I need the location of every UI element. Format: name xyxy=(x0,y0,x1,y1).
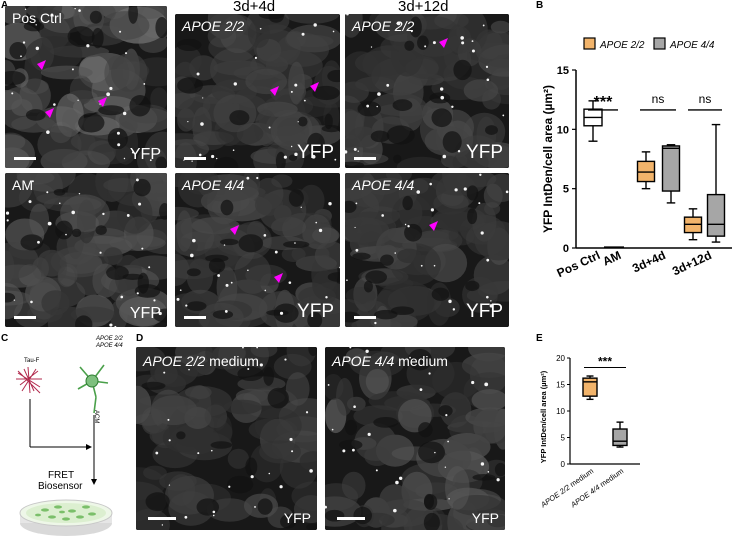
y-tick-label: 15 xyxy=(556,381,565,390)
box-plot xyxy=(706,123,726,243)
channel-label: YFP xyxy=(129,146,161,163)
apoe-label-44: APOE 4/4 xyxy=(96,343,123,349)
sig-label: *** xyxy=(598,355,612,369)
box-plot xyxy=(636,151,656,190)
medium-label: APOE 4/4 medium xyxy=(332,353,448,369)
y-tick-label: 5 xyxy=(561,434,566,443)
y-axis-label: YFP IntDen/cell area (µm²) xyxy=(541,85,555,233)
micrograph-label: APOE 4/4 xyxy=(352,177,415,193)
y-tick-label: 10 xyxy=(557,124,569,136)
scale-bar xyxy=(184,316,206,319)
magenta-arrow-icon xyxy=(270,86,279,96)
arrow-head-down xyxy=(91,479,97,485)
tau-label: Tau-F xyxy=(24,358,40,364)
flow-arrows xyxy=(29,399,95,479)
box-plot xyxy=(582,375,598,401)
magenta-arrow-icon xyxy=(274,273,283,283)
x-tick-label: AM xyxy=(600,248,623,269)
x-tick-label: 3d+4d xyxy=(630,248,668,275)
magenta-arrow-icon xyxy=(429,221,438,231)
channel-label: YFP xyxy=(297,142,334,163)
acm-label: ACM xyxy=(93,410,99,424)
micrograph-label: APOE 2/2 xyxy=(352,18,415,34)
micrograph-tile: APOE 4/4 YFP xyxy=(345,173,509,327)
legend-label: APOE 4/4 xyxy=(669,40,715,51)
magenta-arrow-icon xyxy=(310,82,319,92)
y-tick-label: 20 xyxy=(556,354,565,363)
scale-bar xyxy=(354,316,376,319)
x-tick-label: APOE 4/4 medium xyxy=(568,466,625,510)
x-tick-label: 3d+12d xyxy=(670,248,714,278)
box-plot xyxy=(661,144,681,204)
scale-bar xyxy=(337,517,365,520)
panel-letter-e: E xyxy=(536,333,543,344)
scale-bar xyxy=(184,157,206,160)
magenta-arrow-icon xyxy=(45,108,54,118)
scale-bar xyxy=(14,157,36,160)
micrograph-tile: APOE 2/2 YFP xyxy=(345,14,509,168)
channel-label: YFP xyxy=(466,301,503,322)
panel-letter-b: B xyxy=(536,0,544,11)
legend-swatch xyxy=(653,37,666,50)
y-tick-label: 10 xyxy=(556,407,565,416)
micrograph-tile: Pos Ctrl YFP xyxy=(5,6,167,168)
box-plot xyxy=(612,421,628,448)
schematic-c xyxy=(16,364,113,536)
column-title-3d4d: 3d+4d xyxy=(233,0,276,15)
petri-dish-icon xyxy=(19,499,113,536)
neuron-icon xyxy=(77,364,109,414)
micrograph-tile: APOE 2/2 YFP xyxy=(175,14,340,168)
channel-label: YFP xyxy=(471,510,499,526)
column-title-3d12d: 3d+12d xyxy=(398,0,449,15)
y-tick-label: 0 xyxy=(561,460,566,469)
apoe-label-22: APOE 2/2 xyxy=(96,336,123,342)
micrograph-tile: APOE 4/4 YFP xyxy=(175,173,340,327)
tau-fibril-icon xyxy=(16,366,42,394)
micrograph-label: Pos Ctrl xyxy=(12,10,62,26)
legend-swatch xyxy=(583,37,596,50)
micrograph-label: APOE 2/2 xyxy=(182,18,245,34)
legend-label: APOE 2/2 xyxy=(599,40,645,51)
x-tick-label: APOE 2/2 medium xyxy=(538,466,595,510)
micrograph-tile-medium: APOE 4/4 medium YFP xyxy=(325,347,505,530)
y-tick-label: 15 xyxy=(557,65,569,77)
micrograph-label: AM xyxy=(12,177,33,193)
panel-letter-c: C xyxy=(1,333,9,344)
channel-label: YFP xyxy=(283,510,311,526)
medium-label: APOE 2/2 medium xyxy=(143,353,259,369)
box-plot xyxy=(583,100,603,142)
sig-label: *** xyxy=(594,94,613,111)
box-plot xyxy=(683,208,703,241)
arrow-head-right xyxy=(86,444,92,450)
y-axis-label: YFP IntDen/cell area (µm²) xyxy=(539,370,548,463)
magenta-arrow-icon xyxy=(230,225,239,235)
micrograph-label: APOE 4/4 xyxy=(182,177,245,193)
chart-e: 0 5 10 15 20 YFP IntDen/cell area (µm²) APOE 2… xyxy=(538,354,640,510)
channel-label: YFP xyxy=(297,301,334,322)
channel-label: YFP xyxy=(129,305,161,322)
channel-label: YFP xyxy=(466,142,503,163)
panel-letter-d: D xyxy=(136,333,144,344)
scale-bar xyxy=(148,517,176,520)
scale-bar xyxy=(14,316,36,319)
sig-label: ns xyxy=(652,92,665,106)
sig-label: ns xyxy=(699,92,712,106)
y-tick-label: 5 xyxy=(563,184,569,196)
biosensor-label: Biosensor xyxy=(38,481,83,492)
micrograph-tile-medium: APOE 2/2 medium YFP xyxy=(136,347,317,530)
magenta-arrow-icon xyxy=(98,97,107,107)
y-tick-label: 0 xyxy=(563,243,569,255)
magenta-arrow-icon xyxy=(439,38,448,48)
magenta-arrow-icon xyxy=(37,60,46,70)
scale-bar xyxy=(354,157,376,160)
fret-label: FRET xyxy=(47,470,75,481)
micrograph-tile: AM YFP xyxy=(5,173,167,327)
x-tick-label: Pos Ctrl xyxy=(555,248,603,280)
